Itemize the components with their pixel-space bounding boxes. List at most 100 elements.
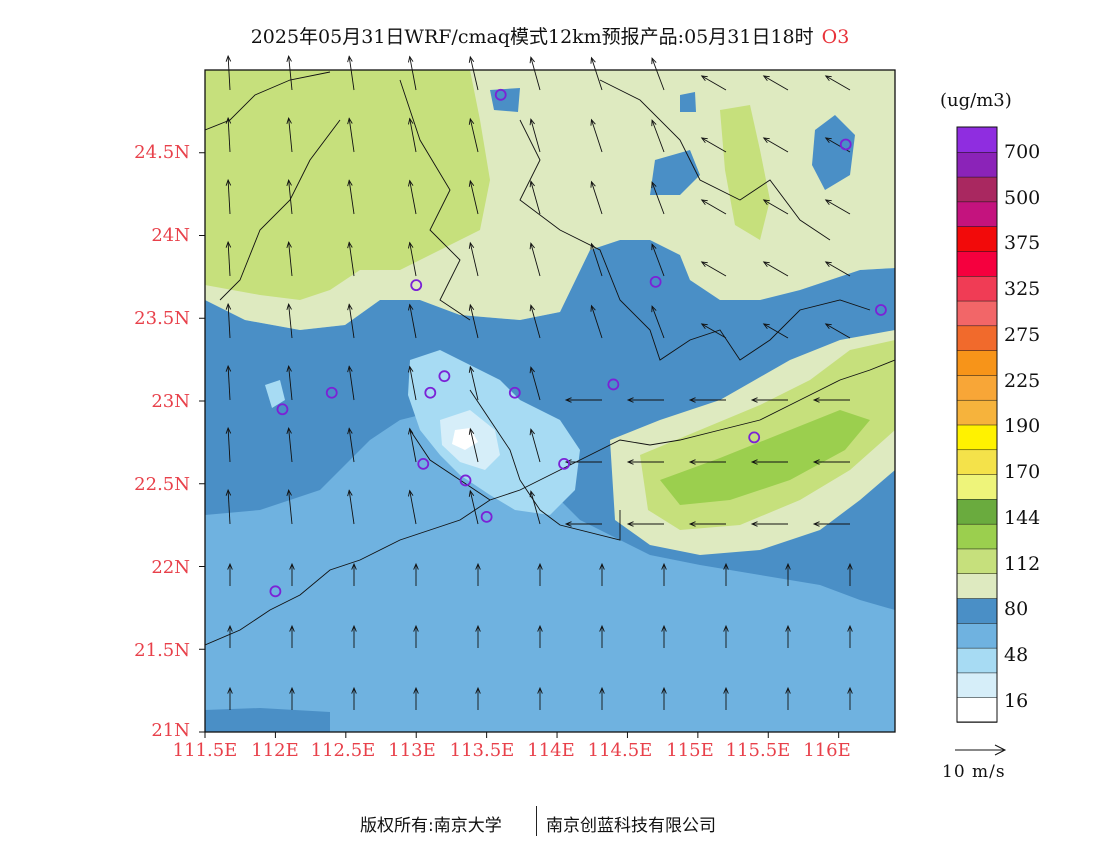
lon-label-114-5: 114.5E [587,740,653,761]
wind-arrow [661,624,667,648]
wind-arrow [651,243,665,277]
wind-arrow [468,55,479,91]
wind-arrow [529,118,541,153]
wind-arrow [750,459,788,465]
station-marker [417,457,430,470]
wind-arrow [590,242,603,277]
wind-arrow [529,490,541,525]
field-band-16-48-b [265,380,285,408]
wind-arrow [413,624,419,648]
colorbar-label-144: 144 [1004,507,1041,529]
colorbar-label-16: 16 [1004,690,1029,712]
wind-arrow [225,178,232,215]
lon-label-115-5: 115.5E [725,740,791,761]
wind-arrow [408,241,417,277]
wind-arrow [351,562,357,586]
wind-arrow [762,199,789,215]
colorbar-label-80: 80 [1004,598,1029,620]
wind-arrow [626,521,664,527]
colorbar-segment [956,151,998,178]
colorbar-segment [956,424,998,451]
wind-arrow [286,427,293,463]
wind-arrow [847,686,853,710]
axis-ticks [199,152,840,738]
colorbar-segment [956,696,998,723]
colorbar-segment [956,399,998,426]
wind-arrow [468,489,479,525]
wind-vectors [225,54,853,710]
wind-arrow [408,117,417,153]
wind-reference-label: 10 m/s [942,762,1006,782]
colorbar-label-225: 225 [1004,370,1041,392]
lon-label-111-5: 111.5E [172,740,238,761]
wind-arrow [225,302,232,339]
wind-arrow [812,397,850,403]
colorbar-segment [956,250,998,277]
wind-arrow [347,241,355,277]
wind-arrow [537,562,543,586]
wind-arrow [762,323,789,339]
wind-arrow [529,304,541,339]
wind-arrow [661,686,667,710]
wind-arrow [599,686,605,710]
wind-arrow [599,562,605,586]
wind-arrow [408,365,417,401]
wind-arrow [824,323,851,339]
colorbar-segment [956,374,998,401]
wind-arrow [286,117,293,153]
wind-arrow [762,137,789,153]
station-marker [649,275,662,288]
lon-label-116: 116E [803,740,851,761]
lat-label-22-5: 22.5N [134,474,190,495]
footer-divider [536,806,537,836]
colorbar-label-190: 190 [1004,415,1041,437]
lat-label-23-5: 23.5N [134,308,190,329]
wind-arrow [599,624,605,648]
wind-arrow [225,426,232,463]
wind-arrow [688,397,726,403]
wind-arrow [347,117,355,153]
lat-label-24: 24N [151,225,190,246]
colorbar-label-275: 275 [1004,324,1041,346]
field-pocket-2 [680,92,696,112]
wind-arrow [723,624,729,648]
wind-arrow [408,489,417,525]
wind-arrow [723,562,729,586]
wind-arrow [347,489,355,525]
station-marker [480,510,493,523]
wind-arrow [529,180,541,215]
wind-arrow [286,241,293,277]
wind-arrow [529,366,541,401]
wind-arrow [351,686,357,710]
copyright-right: 南京创蓝科技有限公司 [546,816,716,836]
wind-arrow [468,303,479,339]
wind-arrow [286,55,293,91]
wind-arrow [408,55,417,91]
colorbar-segment [956,622,998,649]
station-marker [410,279,423,292]
chart-variable: O3 [821,26,850,48]
colorbar-label-170: 170 [1004,461,1041,483]
colorbar-segment [956,573,998,599]
wind-arrow [750,521,788,527]
wind-arrow [227,624,233,648]
station-marker [494,88,507,101]
field-band-se-dark-green [660,410,870,505]
wind-arrow [468,241,479,277]
wind-arrow [408,303,417,339]
colorbar-segment [956,176,998,203]
wind-arrow [347,303,355,339]
station-marker [276,403,289,416]
wind-arrow [564,397,602,403]
lat-label-23: 23N [151,391,190,412]
wind-arrow [289,624,295,648]
wind-arrow [225,116,232,153]
wind-arrow [225,54,232,91]
wind-arrow [347,365,355,401]
wind-arrow [537,686,543,710]
colorbar-segment [956,647,998,674]
lon-label-113-5: 113.5E [449,740,515,761]
wind-arrow [700,261,727,277]
field-band-sw-dark [205,708,330,732]
colorbar-segment [956,498,998,525]
